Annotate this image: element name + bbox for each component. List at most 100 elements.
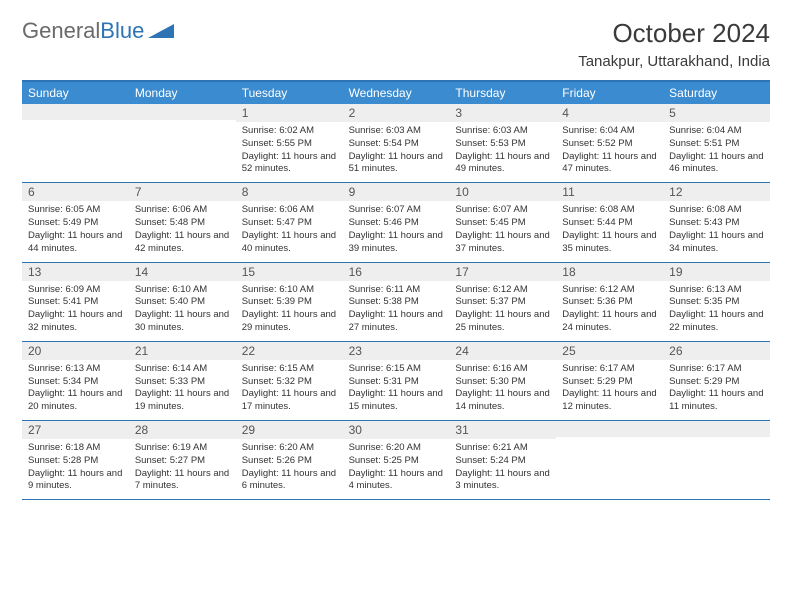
day-number <box>663 421 770 437</box>
day-number: 29 <box>236 421 343 439</box>
calendar-cell <box>22 104 129 182</box>
calendar-cell: 7Sunrise: 6:06 AM Sunset: 5:48 PM Daylig… <box>129 183 236 261</box>
calendar-cell <box>129 104 236 182</box>
day-content: Sunrise: 6:12 AM Sunset: 5:36 PM Dayligh… <box>556 281 663 341</box>
week-row: 1Sunrise: 6:02 AM Sunset: 5:55 PM Daylig… <box>22 104 770 183</box>
calendar-cell: 26Sunrise: 6:17 AM Sunset: 5:29 PM Dayli… <box>663 342 770 420</box>
day-number: 10 <box>449 183 556 201</box>
logo-text-general: General <box>22 18 100 44</box>
calendar-cell: 30Sunrise: 6:20 AM Sunset: 5:25 PM Dayli… <box>343 421 450 499</box>
day-number: 24 <box>449 342 556 360</box>
day-content: Sunrise: 6:02 AM Sunset: 5:55 PM Dayligh… <box>236 122 343 182</box>
day-content: Sunrise: 6:20 AM Sunset: 5:25 PM Dayligh… <box>343 439 450 499</box>
logo-text-blue: Blue <box>100 18 144 44</box>
calendar-cell: 18Sunrise: 6:12 AM Sunset: 5:36 PM Dayli… <box>556 263 663 341</box>
calendar-cell: 12Sunrise: 6:08 AM Sunset: 5:43 PM Dayli… <box>663 183 770 261</box>
calendar-cell: 13Sunrise: 6:09 AM Sunset: 5:41 PM Dayli… <box>22 263 129 341</box>
calendar-cell: 4Sunrise: 6:04 AM Sunset: 5:52 PM Daylig… <box>556 104 663 182</box>
day-content <box>556 437 663 493</box>
day-content: Sunrise: 6:20 AM Sunset: 5:26 PM Dayligh… <box>236 439 343 499</box>
month-title: October 2024 <box>578 18 770 49</box>
week-row: 27Sunrise: 6:18 AM Sunset: 5:28 PM Dayli… <box>22 421 770 500</box>
day-content <box>22 120 129 176</box>
day-content <box>129 120 236 176</box>
day-content: Sunrise: 6:09 AM Sunset: 5:41 PM Dayligh… <box>22 281 129 341</box>
day-header-row: Sunday Monday Tuesday Wednesday Thursday… <box>22 82 770 104</box>
day-number <box>129 104 236 120</box>
day-number <box>22 104 129 120</box>
day-number: 25 <box>556 342 663 360</box>
calendar-cell: 8Sunrise: 6:06 AM Sunset: 5:47 PM Daylig… <box>236 183 343 261</box>
calendar-cell: 2Sunrise: 6:03 AM Sunset: 5:54 PM Daylig… <box>343 104 450 182</box>
day-number: 22 <box>236 342 343 360</box>
day-number: 31 <box>449 421 556 439</box>
calendar-page: GeneralBlue October 2024 Tanakpur, Uttar… <box>0 0 792 518</box>
day-content: Sunrise: 6:17 AM Sunset: 5:29 PM Dayligh… <box>556 360 663 420</box>
day-content: Sunrise: 6:16 AM Sunset: 5:30 PM Dayligh… <box>449 360 556 420</box>
day-content: Sunrise: 6:06 AM Sunset: 5:48 PM Dayligh… <box>129 201 236 261</box>
calendar-cell: 22Sunrise: 6:15 AM Sunset: 5:32 PM Dayli… <box>236 342 343 420</box>
calendar-cell <box>556 421 663 499</box>
day-content: Sunrise: 6:08 AM Sunset: 5:43 PM Dayligh… <box>663 201 770 261</box>
day-content: Sunrise: 6:15 AM Sunset: 5:32 PM Dayligh… <box>236 360 343 420</box>
calendar-cell: 20Sunrise: 6:13 AM Sunset: 5:34 PM Dayli… <box>22 342 129 420</box>
calendar-cell: 25Sunrise: 6:17 AM Sunset: 5:29 PM Dayli… <box>556 342 663 420</box>
day-number: 7 <box>129 183 236 201</box>
day-header-mon: Monday <box>129 82 236 104</box>
day-content: Sunrise: 6:18 AM Sunset: 5:28 PM Dayligh… <box>22 439 129 499</box>
day-content: Sunrise: 6:12 AM Sunset: 5:37 PM Dayligh… <box>449 281 556 341</box>
calendar-cell: 10Sunrise: 6:07 AM Sunset: 5:45 PM Dayli… <box>449 183 556 261</box>
day-number <box>556 421 663 437</box>
day-header-sat: Saturday <box>663 82 770 104</box>
day-number: 16 <box>343 263 450 281</box>
day-content: Sunrise: 6:10 AM Sunset: 5:40 PM Dayligh… <box>129 281 236 341</box>
day-number: 11 <box>556 183 663 201</box>
calendar-cell: 24Sunrise: 6:16 AM Sunset: 5:30 PM Dayli… <box>449 342 556 420</box>
calendar-cell: 27Sunrise: 6:18 AM Sunset: 5:28 PM Dayli… <box>22 421 129 499</box>
logo: GeneralBlue <box>22 18 174 44</box>
day-number: 28 <box>129 421 236 439</box>
day-header-fri: Friday <box>556 82 663 104</box>
day-content: Sunrise: 6:17 AM Sunset: 5:29 PM Dayligh… <box>663 360 770 420</box>
day-content: Sunrise: 6:10 AM Sunset: 5:39 PM Dayligh… <box>236 281 343 341</box>
day-number: 20 <box>22 342 129 360</box>
day-content: Sunrise: 6:13 AM Sunset: 5:34 PM Dayligh… <box>22 360 129 420</box>
day-content: Sunrise: 6:08 AM Sunset: 5:44 PM Dayligh… <box>556 201 663 261</box>
calendar-cell: 11Sunrise: 6:08 AM Sunset: 5:44 PM Dayli… <box>556 183 663 261</box>
calendar-cell: 31Sunrise: 6:21 AM Sunset: 5:24 PM Dayli… <box>449 421 556 499</box>
day-header-tue: Tuesday <box>236 82 343 104</box>
day-number: 4 <box>556 104 663 122</box>
day-number: 5 <box>663 104 770 122</box>
day-content <box>663 437 770 493</box>
calendar-cell: 19Sunrise: 6:13 AM Sunset: 5:35 PM Dayli… <box>663 263 770 341</box>
calendar-cell <box>663 421 770 499</box>
day-content: Sunrise: 6:13 AM Sunset: 5:35 PM Dayligh… <box>663 281 770 341</box>
calendar-cell: 28Sunrise: 6:19 AM Sunset: 5:27 PM Dayli… <box>129 421 236 499</box>
day-number: 13 <box>22 263 129 281</box>
day-number: 27 <box>22 421 129 439</box>
header: GeneralBlue October 2024 Tanakpur, Uttar… <box>22 18 770 70</box>
week-row: 6Sunrise: 6:05 AM Sunset: 5:49 PM Daylig… <box>22 183 770 262</box>
calendar-cell: 9Sunrise: 6:07 AM Sunset: 5:46 PM Daylig… <box>343 183 450 261</box>
day-content: Sunrise: 6:07 AM Sunset: 5:45 PM Dayligh… <box>449 201 556 261</box>
calendar-cell: 14Sunrise: 6:10 AM Sunset: 5:40 PM Dayli… <box>129 263 236 341</box>
title-block: October 2024 Tanakpur, Uttarakhand, Indi… <box>578 18 770 70</box>
logo-triangle-icon <box>148 18 174 44</box>
day-content: Sunrise: 6:04 AM Sunset: 5:52 PM Dayligh… <box>556 122 663 182</box>
day-header-thu: Thursday <box>449 82 556 104</box>
day-number: 14 <box>129 263 236 281</box>
calendar-cell: 23Sunrise: 6:15 AM Sunset: 5:31 PM Dayli… <box>343 342 450 420</box>
weeks-container: 1Sunrise: 6:02 AM Sunset: 5:55 PM Daylig… <box>22 104 770 500</box>
day-content: Sunrise: 6:21 AM Sunset: 5:24 PM Dayligh… <box>449 439 556 499</box>
calendar-cell: 5Sunrise: 6:04 AM Sunset: 5:51 PM Daylig… <box>663 104 770 182</box>
day-content: Sunrise: 6:04 AM Sunset: 5:51 PM Dayligh… <box>663 122 770 182</box>
week-row: 20Sunrise: 6:13 AM Sunset: 5:34 PM Dayli… <box>22 342 770 421</box>
day-number: 21 <box>129 342 236 360</box>
day-number: 15 <box>236 263 343 281</box>
day-content: Sunrise: 6:14 AM Sunset: 5:33 PM Dayligh… <box>129 360 236 420</box>
calendar-cell: 3Sunrise: 6:03 AM Sunset: 5:53 PM Daylig… <box>449 104 556 182</box>
day-number: 3 <box>449 104 556 122</box>
day-content: Sunrise: 6:15 AM Sunset: 5:31 PM Dayligh… <box>343 360 450 420</box>
calendar: Sunday Monday Tuesday Wednesday Thursday… <box>22 80 770 500</box>
calendar-cell: 16Sunrise: 6:11 AM Sunset: 5:38 PM Dayli… <box>343 263 450 341</box>
